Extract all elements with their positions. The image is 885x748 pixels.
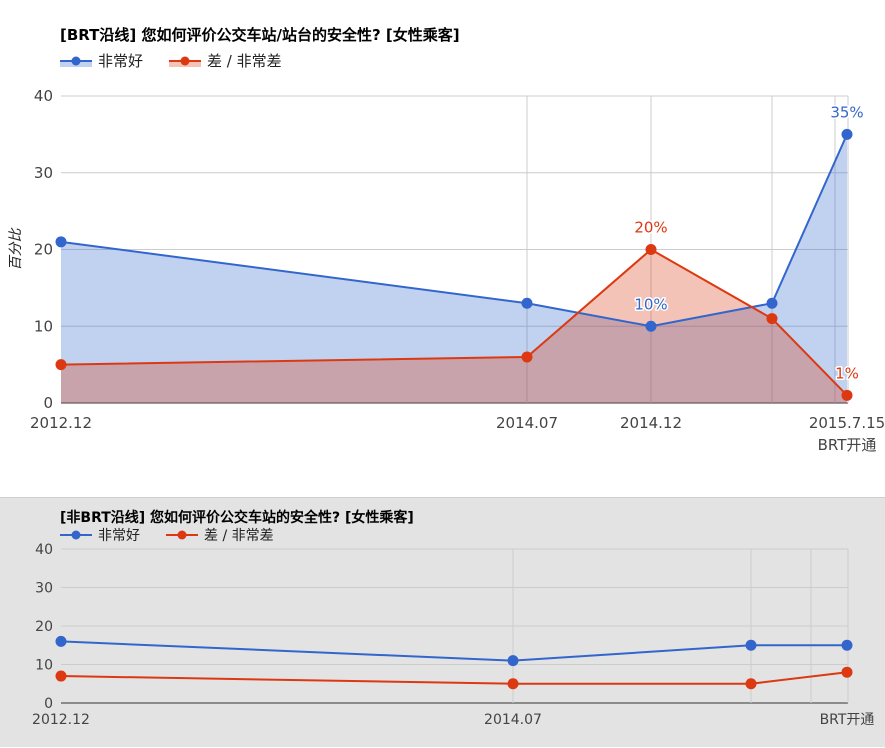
chart-legend: 非常好 差 / 非常差 [60, 525, 300, 545]
legend-item-poor[interactable]: 差 / 非常差 [166, 525, 274, 545]
x-tick-label: 2012.12 [30, 414, 92, 432]
series-line [60, 640, 847, 662]
data-point [521, 351, 533, 363]
data-label: 35% [830, 103, 863, 121]
x-tick-label-line: BRT开通 [818, 436, 877, 454]
data-point [766, 313, 778, 325]
chart-panel-non-brt: [非BRT沿线] 您如何评价公交车站的安全性? [女性乘客] 非常好 差 / 非… [0, 497, 885, 747]
data-point [841, 666, 853, 678]
data-label: 10% [634, 295, 667, 313]
chart-plot-area: 0 10 20 30 40 百分比 2012.12 2014.07 2014.12 2015.7.… [8, 87, 885, 454]
legend-swatch-icon [166, 530, 198, 540]
y-tick-label: 40 [34, 87, 53, 105]
data-point [55, 359, 67, 371]
y-tick-label: 10 [34, 317, 53, 335]
y-tick-label: 40 [35, 542, 53, 558]
y-tick-label: 10 [35, 658, 53, 674]
x-tick-label-line: 2014.07 [496, 414, 558, 432]
data-point [766, 297, 778, 309]
legend-swatch-icon [169, 56, 202, 67]
data-label: 20% [634, 219, 667, 237]
data-point [645, 244, 657, 255]
data-point [745, 639, 757, 651]
legend-item-poor[interactable]: 差 / 非常差 [169, 50, 282, 71]
legend-label: 差 / 非常差 [207, 52, 282, 70]
data-point [841, 639, 853, 651]
chart-plot-area: 0 10 20 30 40 2012.12 2014.07 BRT开通 [32, 542, 875, 728]
data-point [55, 236, 67, 248]
y-axis-title: 百分比 [8, 227, 24, 271]
y-tick-label: 20 [35, 619, 53, 635]
x-tick-label: 2014.12 [620, 414, 682, 432]
legend-swatch-icon [60, 530, 92, 540]
x-tick-label: 2012.12 [32, 712, 90, 728]
x-tick-label-line: 2012.12 [30, 414, 92, 432]
data-point [841, 389, 853, 401]
y-tick-label: 0 [43, 394, 53, 412]
y-tick-label: 20 [34, 241, 53, 259]
x-tick-label: 2014.07 [496, 414, 558, 432]
data-point [507, 678, 519, 690]
data-point [55, 635, 67, 647]
legend-label: 非常好 [98, 528, 140, 544]
series-area [61, 249, 847, 403]
legend-label: 非常好 [98, 52, 144, 70]
chart-legend: 非常好 差 / 非常差 [60, 50, 308, 71]
data-label: 1% [835, 364, 859, 382]
y-tick-label: 30 [34, 164, 53, 182]
data-point [521, 297, 533, 309]
x-tick-label: 2015.7.15 BRT开通 [809, 414, 885, 454]
legend-swatch-icon [60, 56, 92, 67]
x-tick-label-line: BRT开通 [820, 712, 875, 728]
chart-title: [BRT沿线] 您如何评价公交车站/站台的安全性? [女性乘客] [60, 26, 460, 44]
x-tick-label-line: 2014.07 [484, 712, 542, 728]
data-point [507, 655, 519, 667]
data-point [645, 320, 657, 332]
series-line [60, 671, 848, 685]
legend-label: 差 / 非常差 [204, 528, 274, 544]
chart-title: [非BRT沿线] 您如何评价公交车站的安全性? [女性乘客] [60, 510, 414, 526]
x-tick-label: 2014.07 [484, 712, 542, 728]
chart-panel-brt: [BRT沿线] 您如何评价公交车站/站台的安全性? [女性乘客] 非常好 差 /… [8, 26, 885, 454]
y-tick-label: 0 [44, 696, 53, 712]
x-tick-label-line: 2012.12 [32, 712, 90, 728]
y-tick-label: 30 [35, 581, 53, 597]
x-tick-label: BRT开通 [820, 712, 875, 728]
legend-item-good[interactable]: 非常好 [60, 50, 143, 71]
data-point [841, 128, 853, 140]
x-tick-label-line: 2015.7.15 [809, 414, 885, 432]
legend-item-good[interactable]: 非常好 [60, 525, 140, 545]
x-tick-label-line: 2014.12 [620, 414, 682, 432]
series-area [61, 134, 847, 403]
data-point [745, 678, 757, 690]
data-point [55, 670, 67, 682]
